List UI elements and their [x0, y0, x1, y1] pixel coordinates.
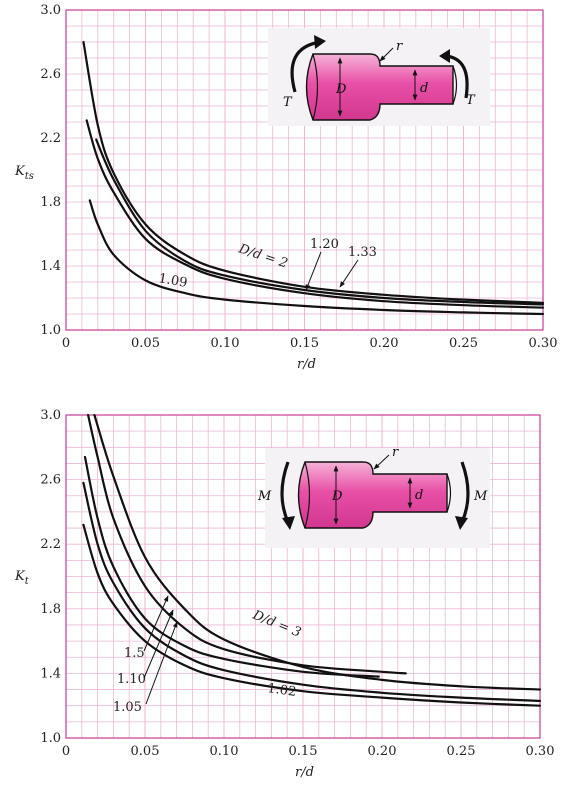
label-d: d: [420, 81, 428, 96]
leader-1.5: [143, 595, 169, 652]
x-tick-label: 0.15: [289, 744, 318, 759]
y-tick-label: 1.4: [40, 666, 61, 681]
curve-label-1.02: 1.02: [266, 681, 297, 700]
label-r: r: [396, 39, 403, 54]
y-axis-label: Kts: [14, 164, 34, 182]
y-tick-label: 1.8: [40, 602, 61, 617]
x-tick-label: 0.05: [131, 336, 160, 351]
label-M-left: M: [257, 489, 272, 504]
x-tick-label: 0.30: [526, 744, 555, 759]
x-axis-label: r/d: [297, 357, 316, 372]
chart-bending: 1.0 1.4 1.8 2.2 2.6 3.0 0 0.05 0.10 0.15 0.20 0.25…: [14, 408, 554, 780]
curve-1.05: [82, 481, 542, 702]
leader-1.33: [339, 259, 359, 288]
x-tick-label: 0.15: [290, 336, 319, 351]
y-tick-labels: 1.0 1.4 1.8 2.2 2.6 3.0: [40, 3, 61, 338]
chart-torsion: 1.0 1.4 1.8 2.2 2.6 3.0 0 0.05 0.10 0.15 0.20 0.25…: [14, 3, 557, 372]
y-tick-label: 3.0: [40, 3, 61, 18]
y-tick-label: 2.2: [40, 131, 61, 146]
leader-1.05: [145, 621, 178, 705]
x-tick-label: 0.10: [211, 336, 240, 351]
y-tick-label: 2.6: [40, 67, 61, 82]
curve-1.10: [83, 455, 380, 678]
y-axis-label: Kt: [14, 569, 30, 587]
curves: [82, 413, 542, 707]
y-tick-label: 2.2: [40, 537, 61, 552]
y-tick-label: 2.6: [40, 473, 61, 488]
curve-1.02: [82, 523, 542, 707]
leader-1.20: [305, 251, 322, 291]
curve-label-1.09: 1.09: [157, 271, 188, 291]
curve-label-1.05: 1.05: [113, 700, 142, 715]
x-axis-label: r/d: [295, 765, 314, 780]
curves: [82, 40, 545, 316]
curve-1.20: [85, 119, 545, 309]
label-M-right: M: [473, 489, 488, 504]
y-tick-label: 1.4: [40, 259, 61, 274]
x-tick-label: 0.25: [449, 336, 478, 351]
curve-1.09: [88, 199, 545, 316]
y-tick-labels: 1.0 1.4 1.8 2.2 2.6 3.0: [40, 408, 61, 746]
x-tick-label: 0.20: [368, 744, 397, 759]
curve-1.5: [87, 413, 407, 675]
curve-1.33: [95, 138, 545, 306]
y-tick-label: 1.0: [40, 323, 61, 338]
x-tick-label: 0.05: [131, 744, 160, 759]
x-tick-label: 0.10: [210, 744, 239, 759]
torque-arrow-left: [290, 40, 321, 93]
x-tick-labels: 0 0.05 0.10 0.15 0.20 0.25 0.30: [62, 744, 555, 759]
leader-1.10: [143, 609, 174, 679]
shaft-diagram-torsion: D d r T T: [268, 28, 490, 126]
x-tick-label: 0: [62, 336, 70, 351]
curve-label-1.20: 1.20: [310, 237, 339, 252]
x-tick-labels: 0 0.05 0.10 0.15 0.20 0.25 0.30: [62, 336, 558, 351]
x-tick-label: 0.25: [447, 744, 476, 759]
y-tick-label: 3.0: [40, 408, 61, 423]
label-D: D: [335, 82, 347, 97]
curve-D/d=2: [82, 40, 545, 304]
label-D: D: [331, 489, 343, 504]
curve-D/d=3: [93, 413, 542, 691]
label-d: d: [415, 488, 423, 503]
curve-label-1.10: 1.10: [117, 672, 146, 687]
x-tick-label: 0.30: [529, 336, 558, 351]
curve-label-D/d-2: D/d = 2: [236, 241, 290, 271]
x-tick-label: 0.20: [370, 336, 399, 351]
curve-label-D/d-3: D/d = 3: [250, 607, 303, 640]
label-T-left: T: [283, 95, 293, 110]
plot-frame: [65, 9, 544, 331]
y-tick-label: 1.0: [40, 731, 61, 746]
curve-label-1.5: 1.5: [124, 646, 145, 661]
x-tick-label: 0: [62, 744, 70, 759]
label-T-right: T: [466, 93, 476, 108]
curve-label-1.33: 1.33: [348, 245, 377, 260]
y-tick-label: 1.8: [40, 195, 61, 210]
shaft-diagram-bending: D d r M M: [257, 445, 490, 548]
plot-frame: [65, 414, 541, 739]
label-r: r: [392, 445, 399, 460]
